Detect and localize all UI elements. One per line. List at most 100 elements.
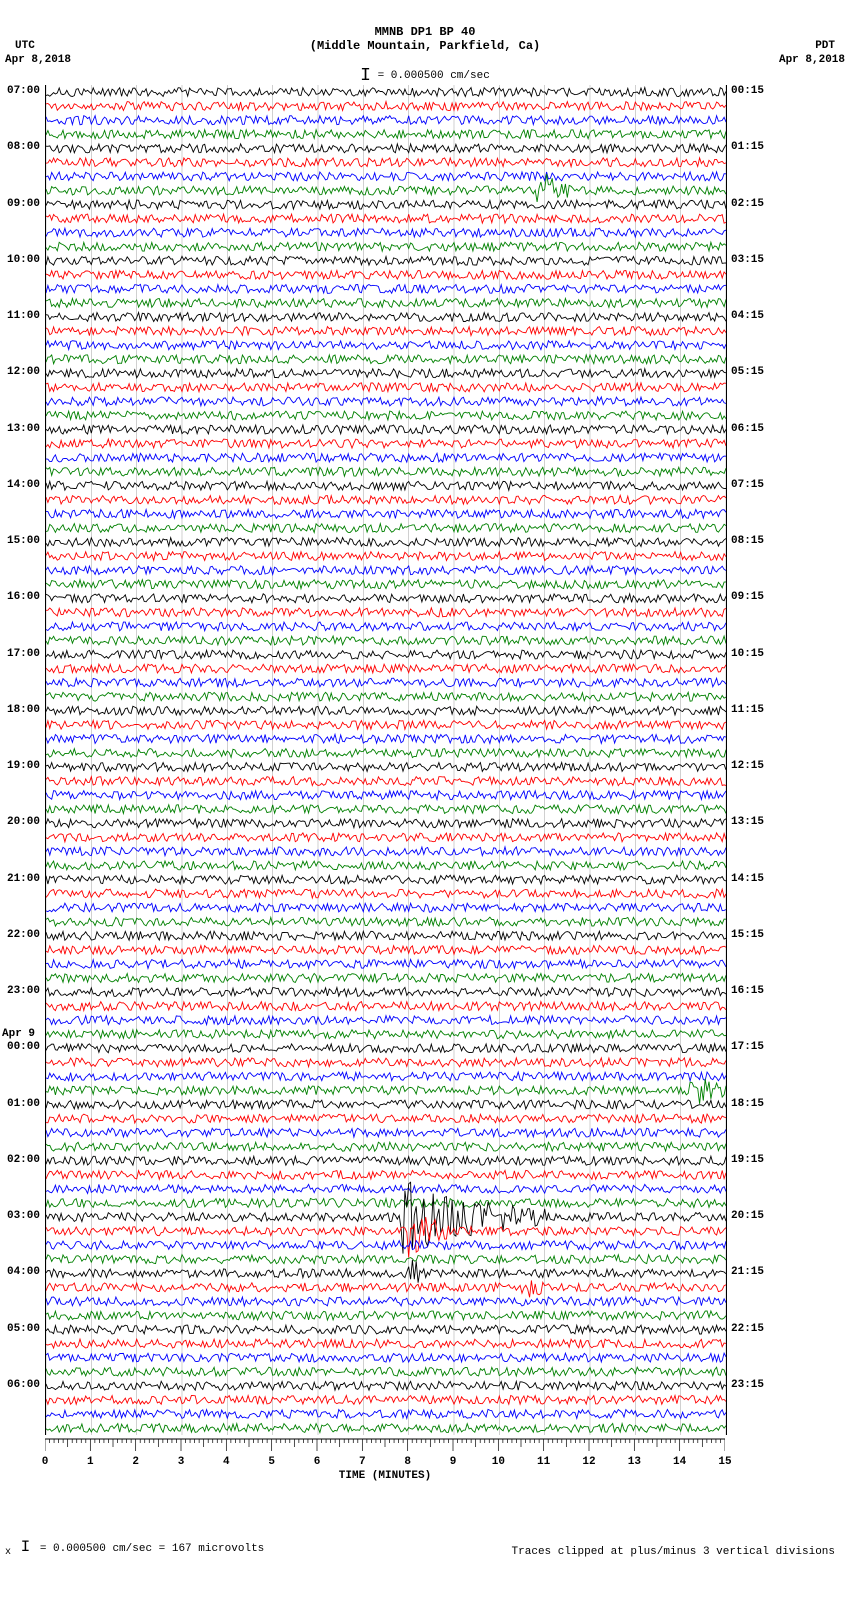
trace-row bbox=[46, 819, 726, 828]
trace-row bbox=[46, 594, 726, 603]
trace-row bbox=[46, 383, 726, 392]
trace-row bbox=[46, 833, 726, 842]
trace-row bbox=[46, 467, 726, 476]
x-tick-label: 0 bbox=[42, 1456, 49, 1468]
y-label-right: 01:15 bbox=[731, 141, 781, 153]
y-label-right: 08:15 bbox=[731, 535, 781, 547]
y-label-right: 18:15 bbox=[731, 1098, 781, 1110]
title-line2: (Middle Mountain, Parkfield, Ca) bbox=[0, 39, 850, 53]
trace-row bbox=[46, 917, 726, 926]
trace-row bbox=[46, 144, 726, 153]
trace-row bbox=[46, 1325, 726, 1334]
trace-row bbox=[46, 1072, 726, 1081]
y-label-right: 20:15 bbox=[731, 1210, 781, 1222]
footer-right: Traces clipped at plus/minus 3 vertical … bbox=[512, 1546, 835, 1558]
x-tick-label: 9 bbox=[450, 1456, 457, 1468]
trace-row bbox=[46, 1260, 726, 1283]
trace-row bbox=[46, 664, 726, 673]
trace-row bbox=[46, 1142, 726, 1151]
x-tick-label: 8 bbox=[404, 1456, 411, 1468]
trace-row bbox=[46, 1353, 726, 1362]
trace-row bbox=[46, 1297, 726, 1306]
y-label-left: 14:00 bbox=[0, 479, 40, 491]
trace-row bbox=[46, 566, 726, 575]
trace-row bbox=[46, 200, 726, 209]
x-tick-label: 7 bbox=[359, 1456, 366, 1468]
y-label-right: 22:15 bbox=[731, 1323, 781, 1335]
trace-row bbox=[46, 102, 726, 111]
y-label-left: 16:00 bbox=[0, 591, 40, 603]
y-label-right: 14:15 bbox=[731, 873, 781, 885]
trace-row bbox=[46, 1170, 726, 1179]
y-label-left: 09:00 bbox=[0, 198, 40, 210]
trace-row bbox=[46, 692, 726, 701]
y-label-left: 19:00 bbox=[0, 760, 40, 772]
trace-row bbox=[46, 1156, 726, 1165]
trace-row bbox=[46, 1241, 726, 1250]
y-label-left: 04:00 bbox=[0, 1266, 40, 1278]
scale-indicator: I = 0.000500 cm/sec bbox=[0, 64, 850, 84]
y-label-left: 21:00 bbox=[0, 873, 40, 885]
trace-row bbox=[46, 299, 726, 308]
y-label-left: 05:00 bbox=[0, 1323, 40, 1335]
heliplot-svg bbox=[46, 85, 726, 1435]
trace-row bbox=[46, 242, 726, 251]
trace-row bbox=[46, 875, 726, 884]
trace-row bbox=[46, 1280, 726, 1297]
trace-row bbox=[46, 678, 726, 687]
trace-row bbox=[46, 510, 726, 519]
trace-row bbox=[46, 369, 726, 378]
trace-row bbox=[46, 1424, 726, 1433]
timezone-right: PDT bbox=[815, 40, 835, 52]
y-label-right: 06:15 bbox=[731, 423, 781, 435]
y-label-left: 01:00 bbox=[0, 1098, 40, 1110]
x-tick-label: 4 bbox=[223, 1456, 230, 1468]
y-label-right: 03:15 bbox=[731, 254, 781, 266]
y-label-right: 05:15 bbox=[731, 366, 781, 378]
trace-row bbox=[46, 749, 726, 758]
y-label-right: 12:15 bbox=[731, 760, 781, 772]
y-label-left: 11:00 bbox=[0, 310, 40, 322]
y-label-left: 02:00 bbox=[0, 1154, 40, 1166]
trace-row bbox=[46, 1100, 726, 1109]
trace-row bbox=[46, 1367, 726, 1376]
trace-row bbox=[46, 256, 726, 265]
trace-row bbox=[46, 453, 726, 462]
trace-row bbox=[46, 88, 726, 97]
x-tick-label: 12 bbox=[582, 1456, 595, 1468]
x-tick-label: 5 bbox=[268, 1456, 275, 1468]
heliplot-container: MMNB DP1 BP 40 (Middle Mountain, Parkfie… bbox=[0, 0, 850, 1613]
trace-row bbox=[46, 580, 726, 589]
y-label-left: 17:00 bbox=[0, 648, 40, 660]
trace-row bbox=[46, 538, 726, 547]
trace-row bbox=[46, 411, 726, 420]
x-axis: TIME (MINUTES) 0123456789101112131415 bbox=[45, 1438, 725, 1478]
trace-row bbox=[46, 650, 726, 659]
trace-row bbox=[46, 158, 726, 167]
trace-row bbox=[46, 439, 726, 448]
trace-row bbox=[46, 228, 726, 237]
trace-row bbox=[46, 903, 726, 912]
trace-row bbox=[46, 214, 726, 223]
trace-row bbox=[46, 636, 726, 645]
x-tick-label: 6 bbox=[314, 1456, 321, 1468]
trace-row bbox=[46, 397, 726, 406]
footer-left: x I = 0.000500 cm/sec = 167 microvolts bbox=[5, 1538, 264, 1558]
trace-row bbox=[46, 1217, 726, 1258]
y-label-left: 22:00 bbox=[0, 929, 40, 941]
trace-row bbox=[46, 988, 726, 997]
x-tick-label: 2 bbox=[132, 1456, 139, 1468]
trace-row bbox=[46, 847, 726, 856]
x-tick-label: 11 bbox=[537, 1456, 550, 1468]
y-label-right: 04:15 bbox=[731, 310, 781, 322]
x-tick-label: 1 bbox=[87, 1456, 94, 1468]
trace-row bbox=[46, 1016, 726, 1025]
trace-row bbox=[46, 284, 726, 293]
trace-row bbox=[46, 495, 726, 504]
trace-row bbox=[46, 946, 726, 955]
trace-row bbox=[46, 1002, 726, 1011]
y-label-right: 11:15 bbox=[731, 704, 781, 716]
x-tick-label: 15 bbox=[718, 1456, 731, 1468]
trace-row bbox=[46, 861, 726, 870]
trace-row bbox=[46, 1182, 726, 1253]
